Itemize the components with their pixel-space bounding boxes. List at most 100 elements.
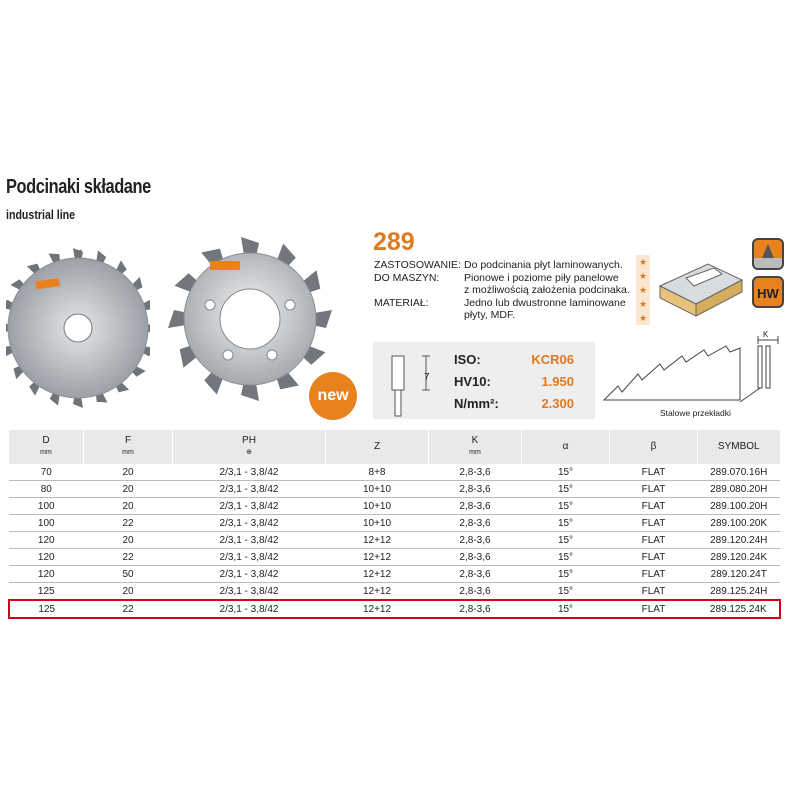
table-row: 100 22 2/3,1 - 3,8/42 10+10 2,8-3,6 15° FLAT 28… [9, 514, 780, 532]
info-value: z możliwością założenia podcinaka. [464, 284, 630, 296]
dimension-label: 7 [424, 372, 430, 383]
table-cell: 15° [521, 497, 610, 515]
cutter-shape-icon [754, 244, 782, 268]
table-cell: 15° [521, 548, 610, 566]
table-cell: 289.125.24H [697, 582, 780, 601]
new-badge: new [309, 372, 357, 420]
table-cell: 2/3,1 - 3,8/42 [172, 599, 326, 619]
table-cell: FLAT [609, 531, 698, 549]
spec-value: KCR06 [531, 352, 574, 367]
table-cell: FLAT [609, 599, 698, 619]
star-icon: ★ [638, 271, 648, 281]
table-cell: 2,8-3,6 [428, 480, 522, 498]
table-row: 120 50 2/3,1 - 3,8/42 12+12 2,8-3,6 15° FLAT 28… [9, 565, 780, 583]
table-row: 120 22 2/3,1 - 3,8/42 12+12 2,8-3,6 15° FLAT 28… [9, 548, 780, 566]
table-cell: 2,8-3,6 [428, 582, 522, 601]
table-cell: 12+12 [325, 531, 429, 549]
table-cell: 2/3,1 - 3,8/42 [172, 514, 326, 532]
spec-label: HV10: [454, 374, 491, 389]
table-cell: 2,8-3,6 [428, 497, 522, 515]
table-cell: 12+12 [325, 599, 429, 619]
table-cell: 289.100.20H [697, 497, 780, 515]
table-row: 80 20 2/3,1 - 3,8/42 10+10 2,8-3,6 15° FLAT 289… [9, 480, 780, 498]
table-cell: 125 [8, 599, 84, 619]
page-title: Podcinaki składane [6, 176, 151, 198]
table-cell: 289.120.24T [697, 565, 780, 583]
table-cell: 289.120.24K [697, 548, 780, 566]
hw-badge: HW [752, 276, 784, 308]
table-cell: 22 [83, 599, 173, 619]
table-cell: FLAT [609, 565, 698, 583]
table-cell: FLAT [609, 582, 698, 601]
laminate-board-icon [658, 263, 744, 317]
spec-label: N/mm²: [454, 396, 499, 411]
spacer-caption: Stalowe przekładki [660, 408, 731, 418]
table-row: 125 20 2/3,1 - 3,8/42 12+12 2,8-3,6 15° FLAT 28… [9, 582, 780, 601]
table-cell: 289.080.20H [697, 480, 780, 498]
table-cell: 20 [83, 582, 173, 601]
table-row-highlighted: 125 22 2/3,1 - 3,8/42 12+12 2,8-3,6 15° FLAT 28… [8, 599, 781, 619]
table-cell: 2,8-3,6 [428, 514, 522, 532]
info-label: DO MASZYN: [374, 271, 440, 284]
table-cell: 2,8-3,6 [428, 548, 522, 566]
column-header: SYMBOL [697, 430, 781, 464]
star-icon: ★ [638, 299, 648, 309]
column-header: β [609, 430, 698, 464]
column-header: α [521, 430, 610, 464]
table-cell: 2/3,1 - 3,8/42 [172, 582, 326, 601]
table-cell: 289.070.16H [697, 464, 780, 481]
table-cell: 100 [9, 514, 84, 532]
table-cell: 50 [83, 565, 173, 583]
table-cell: 22 [83, 548, 173, 566]
table-cell: FLAT [609, 514, 698, 532]
table-cell: 289.100.20K [697, 514, 780, 532]
table-cell: FLAT [609, 497, 698, 515]
column-header: PH ⊕ [172, 430, 326, 464]
product-code: 289 [373, 228, 415, 256]
table-cell: 120 [9, 548, 84, 566]
star-rating: ★ ★ ★ ★ ★ [636, 255, 650, 325]
spec-label: ISO: [454, 352, 481, 367]
info-value: Pionowe i poziome piły panelowe [464, 271, 619, 284]
spec-value: 2.300 [541, 396, 574, 411]
table-cell: 125 [9, 582, 84, 601]
info-labels: ZASTOSOWANIE: DO MASZYN: MATERIAŁ: [374, 259, 461, 309]
table-row: 120 20 2/3,1 - 3,8/42 12+12 2,8-3,6 15° FLAT 28… [9, 531, 780, 549]
table-cell: 15° [521, 599, 610, 619]
table-cell: 10+10 [325, 480, 429, 498]
table-cell: 12+12 [325, 548, 429, 566]
table-cell: 15° [521, 480, 610, 498]
table-cell: 15° [521, 464, 610, 481]
table-cell: 12+12 [325, 582, 429, 601]
table-cell: 15° [521, 514, 610, 532]
table-cell: 2/3,1 - 3,8/42 [172, 480, 326, 498]
cutter-dimension-diagram [391, 355, 430, 417]
table-cell: 70 [9, 464, 84, 481]
table-cell: 2/3,1 - 3,8/42 [172, 531, 326, 549]
table-cell: 12+12 [325, 565, 429, 583]
table-cell: 15° [521, 531, 610, 549]
table-cell: 2,8-3,6 [428, 599, 522, 619]
table-cell: 2,8-3,6 [428, 565, 522, 583]
table-cell: 120 [9, 565, 84, 583]
saw-blade-image-right [168, 237, 332, 401]
table-cell: 10+10 [325, 497, 429, 515]
table-cell: 100 [9, 497, 84, 515]
table-cell: 2,8-3,6 [428, 531, 522, 549]
table-cell: 10+10 [325, 514, 429, 532]
table-cell: 20 [83, 464, 173, 481]
column-header: Z [325, 430, 429, 464]
table-cell: 80 [9, 480, 84, 498]
star-icon: ★ [638, 313, 648, 323]
spec-box [373, 342, 595, 419]
table-row: 100 20 2/3,1 - 3,8/42 10+10 2,8-3,6 15° FLAT 28… [9, 497, 780, 515]
info-label: ZASTOSOWANIE: [374, 259, 461, 271]
table-cell: 2/3,1 - 3,8/42 [172, 548, 326, 566]
table-cell: 20 [83, 531, 173, 549]
table-cell: 2/3,1 - 3,8/42 [172, 464, 326, 481]
dimension-k-label: K [763, 330, 769, 339]
